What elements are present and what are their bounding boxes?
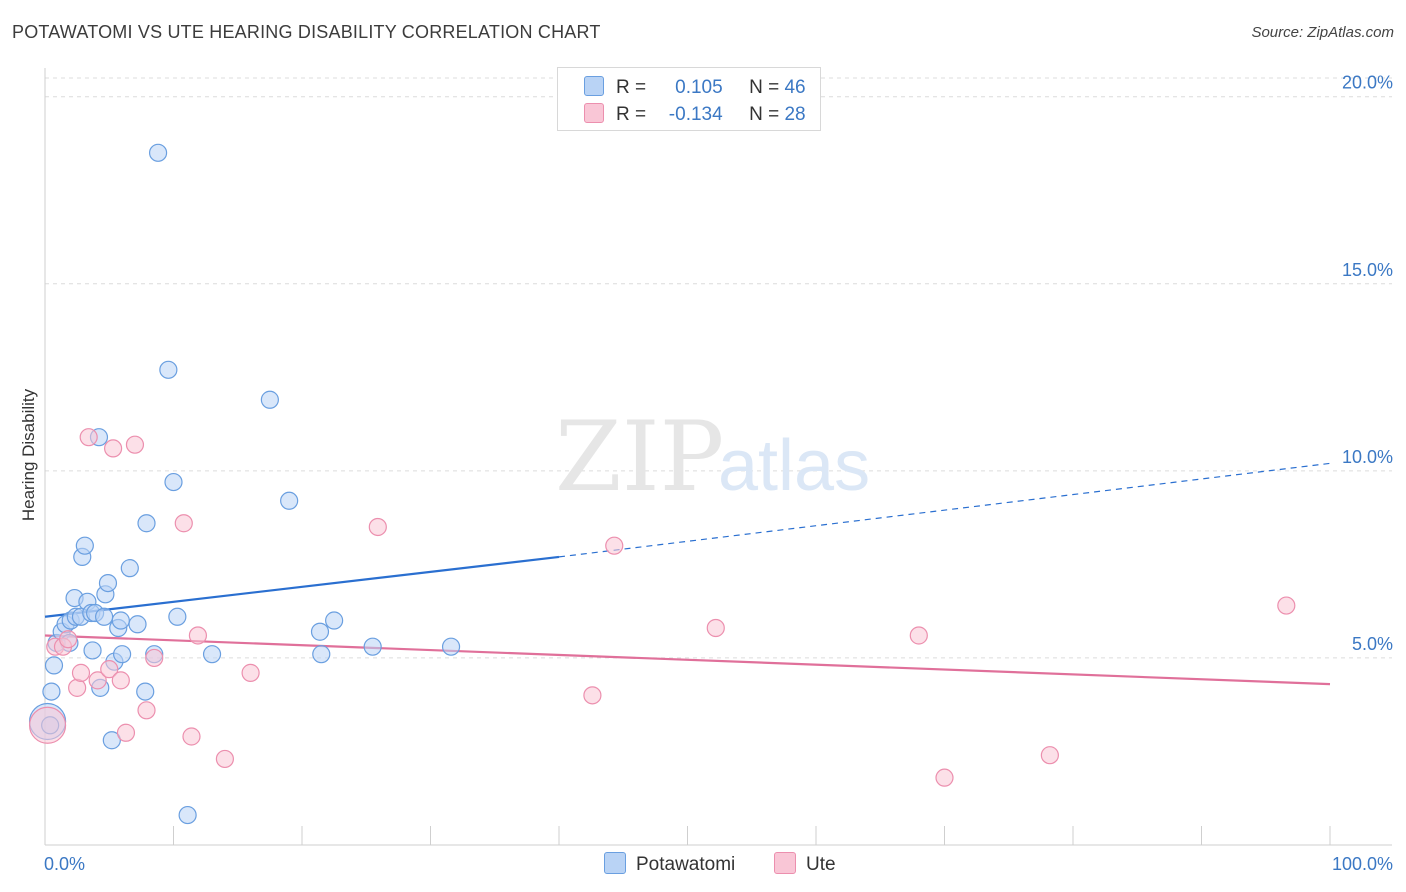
point-potawatomi bbox=[120, 559, 139, 578]
point-potawatomi bbox=[178, 805, 197, 825]
trend-line-potawatomi bbox=[44, 555, 560, 618]
point-ute bbox=[935, 768, 954, 787]
point-potawatomi bbox=[136, 682, 155, 701]
point-potawatomi bbox=[260, 390, 279, 409]
watermark-atlas: atlas bbox=[718, 426, 870, 506]
point-potawatomi bbox=[168, 607, 187, 626]
legend-n-label: N = bbox=[749, 104, 780, 125]
point-ute bbox=[68, 678, 87, 697]
bottom-legend-swatch-ute bbox=[774, 852, 796, 874]
legend-swatch-potawatomi bbox=[584, 76, 604, 96]
source-label: Source: ZipAtlas.com bbox=[1251, 24, 1394, 41]
point-potawatomi bbox=[164, 472, 183, 492]
point-ute bbox=[182, 727, 201, 746]
point-ute bbox=[79, 428, 98, 447]
point-potawatomi bbox=[44, 656, 64, 675]
point-potawatomi bbox=[363, 637, 382, 656]
point-ute bbox=[125, 435, 145, 454]
y-axis-label: Hearing Disability bbox=[19, 388, 38, 521]
bottom-legend-ute: Ute bbox=[774, 852, 836, 876]
point-ute bbox=[71, 663, 91, 682]
point-potawatomi bbox=[83, 641, 102, 660]
x-tick-label: 0.0% bbox=[44, 854, 85, 874]
point-potawatomi bbox=[325, 611, 344, 630]
bottom-legend-potawatomi: Potawatomi bbox=[604, 852, 735, 876]
legend-n-value: 46 bbox=[784, 77, 806, 98]
legend-r-label: R = bbox=[616, 77, 647, 98]
tick-labels: 5.0% 10.0% 15.0% 20.0% 0.0% 100.0% bbox=[44, 73, 1393, 874]
point-ute bbox=[583, 686, 602, 705]
point-potawatomi bbox=[128, 615, 147, 634]
bottom-legend-swatch-potawatomi bbox=[604, 852, 626, 874]
point-ute bbox=[188, 626, 208, 645]
point-potawatomi bbox=[280, 491, 299, 510]
point-ute bbox=[1040, 746, 1059, 765]
point-potawatomi bbox=[310, 622, 330, 641]
legend: R = 0.105 N = 46 R = -0.134 N = 28 bbox=[557, 67, 821, 131]
legend-r-value: -0.134 bbox=[668, 104, 723, 125]
point-ute bbox=[215, 749, 234, 769]
y-tick-label: 5.0% bbox=[1352, 634, 1393, 654]
point-ute bbox=[145, 648, 164, 668]
point-ute bbox=[59, 630, 78, 649]
point-ute bbox=[706, 618, 725, 638]
chart-title: POTAWATOMI VS UTE HEARING DISABILITY COR… bbox=[12, 22, 601, 42]
point-ute bbox=[104, 439, 123, 458]
point-ute bbox=[137, 701, 156, 720]
legend-r-value: 0.105 bbox=[675, 77, 723, 98]
point-ute bbox=[1277, 596, 1296, 615]
y-tick-label: 15.0% bbox=[1342, 260, 1393, 280]
trend-lines bbox=[44, 462, 1331, 686]
legend-row-potawatomi: R = 0.105 N = 46 bbox=[584, 76, 806, 102]
point-ute bbox=[368, 517, 387, 537]
bottom-legend-label-potawatomi: Potawatomi bbox=[636, 854, 736, 875]
legend-n-value: 28 bbox=[784, 104, 806, 125]
point-potawatomi bbox=[312, 645, 331, 664]
point-potawatomi bbox=[102, 731, 121, 750]
y-tick-label: 20.0% bbox=[1342, 73, 1393, 93]
point-potawatomi bbox=[75, 536, 94, 555]
trend-line-potawatomi-extension bbox=[558, 462, 1331, 558]
point-ute bbox=[241, 663, 260, 682]
point-ute bbox=[100, 660, 119, 679]
points bbox=[28, 143, 1296, 825]
y-tick-label: 10.0% bbox=[1342, 447, 1393, 467]
grid bbox=[45, 77, 1392, 659]
point-ute bbox=[605, 536, 624, 555]
point-potawatomi bbox=[202, 645, 222, 664]
point-ute bbox=[116, 723, 136, 742]
legend-swatch-ute bbox=[584, 103, 604, 123]
legend-r-label: R = bbox=[616, 104, 647, 125]
point-potawatomi bbox=[95, 607, 114, 626]
point-potawatomi bbox=[137, 514, 156, 533]
point-potawatomi bbox=[112, 645, 132, 664]
point-ute bbox=[28, 706, 67, 744]
trend-line-ute bbox=[44, 634, 1331, 686]
point-potawatomi bbox=[42, 682, 61, 701]
point-ute bbox=[88, 671, 107, 690]
point-ute bbox=[909, 626, 928, 645]
point-potawatomi bbox=[98, 573, 118, 593]
legend-n-label: N = bbox=[749, 77, 780, 98]
point-potawatomi bbox=[111, 611, 130, 630]
watermark-zip: ZIP bbox=[555, 401, 724, 513]
point-ute bbox=[111, 671, 130, 690]
legend-row-ute: R = -0.134 N = 28 bbox=[584, 103, 806, 129]
point-potawatomi bbox=[148, 143, 168, 162]
point-ute bbox=[174, 514, 193, 533]
point-potawatomi bbox=[159, 360, 178, 379]
bottom-legend-label-ute: Ute bbox=[806, 854, 836, 875]
x-tick-label: 100.0% bbox=[1332, 854, 1393, 874]
point-potawatomi bbox=[441, 637, 461, 656]
